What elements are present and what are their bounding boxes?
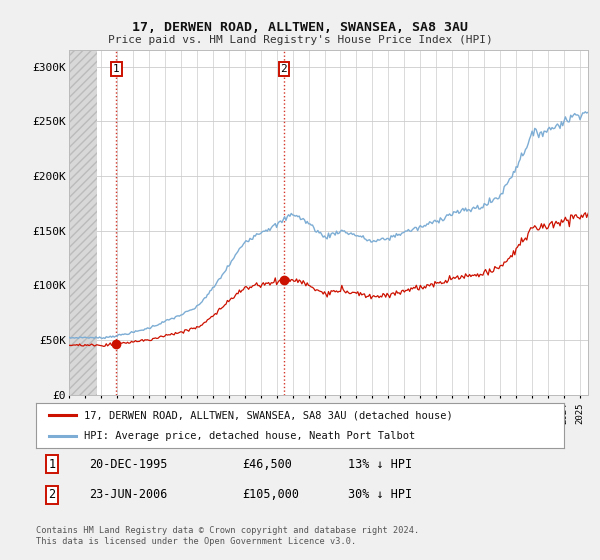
Text: 1: 1 [48,458,55,471]
Text: 23-JUN-2006: 23-JUN-2006 [89,488,167,501]
Text: Price paid vs. HM Land Registry's House Price Index (HPI): Price paid vs. HM Land Registry's House … [107,35,493,45]
Text: HPI: Average price, detached house, Neath Port Talbot: HPI: Average price, detached house, Neat… [83,431,415,441]
Text: £46,500: £46,500 [242,458,292,471]
Text: 17, DERWEN ROAD, ALLTWEN, SWANSEA, SA8 3AU (detached house): 17, DERWEN ROAD, ALLTWEN, SWANSEA, SA8 3… [83,410,452,421]
Text: 17, DERWEN ROAD, ALLTWEN, SWANSEA, SA8 3AU: 17, DERWEN ROAD, ALLTWEN, SWANSEA, SA8 3… [132,21,468,34]
Text: 20-DEC-1995: 20-DEC-1995 [89,458,167,471]
Text: Contains HM Land Registry data © Crown copyright and database right 2024.
This d: Contains HM Land Registry data © Crown c… [36,526,419,546]
Text: £105,000: £105,000 [242,488,299,501]
Text: 13% ↓ HPI: 13% ↓ HPI [347,458,412,471]
Text: 1: 1 [113,64,119,74]
Text: 30% ↓ HPI: 30% ↓ HPI [347,488,412,501]
Bar [69,50,97,395]
Text: 2: 2 [48,488,55,501]
Text: 2: 2 [281,64,287,74]
